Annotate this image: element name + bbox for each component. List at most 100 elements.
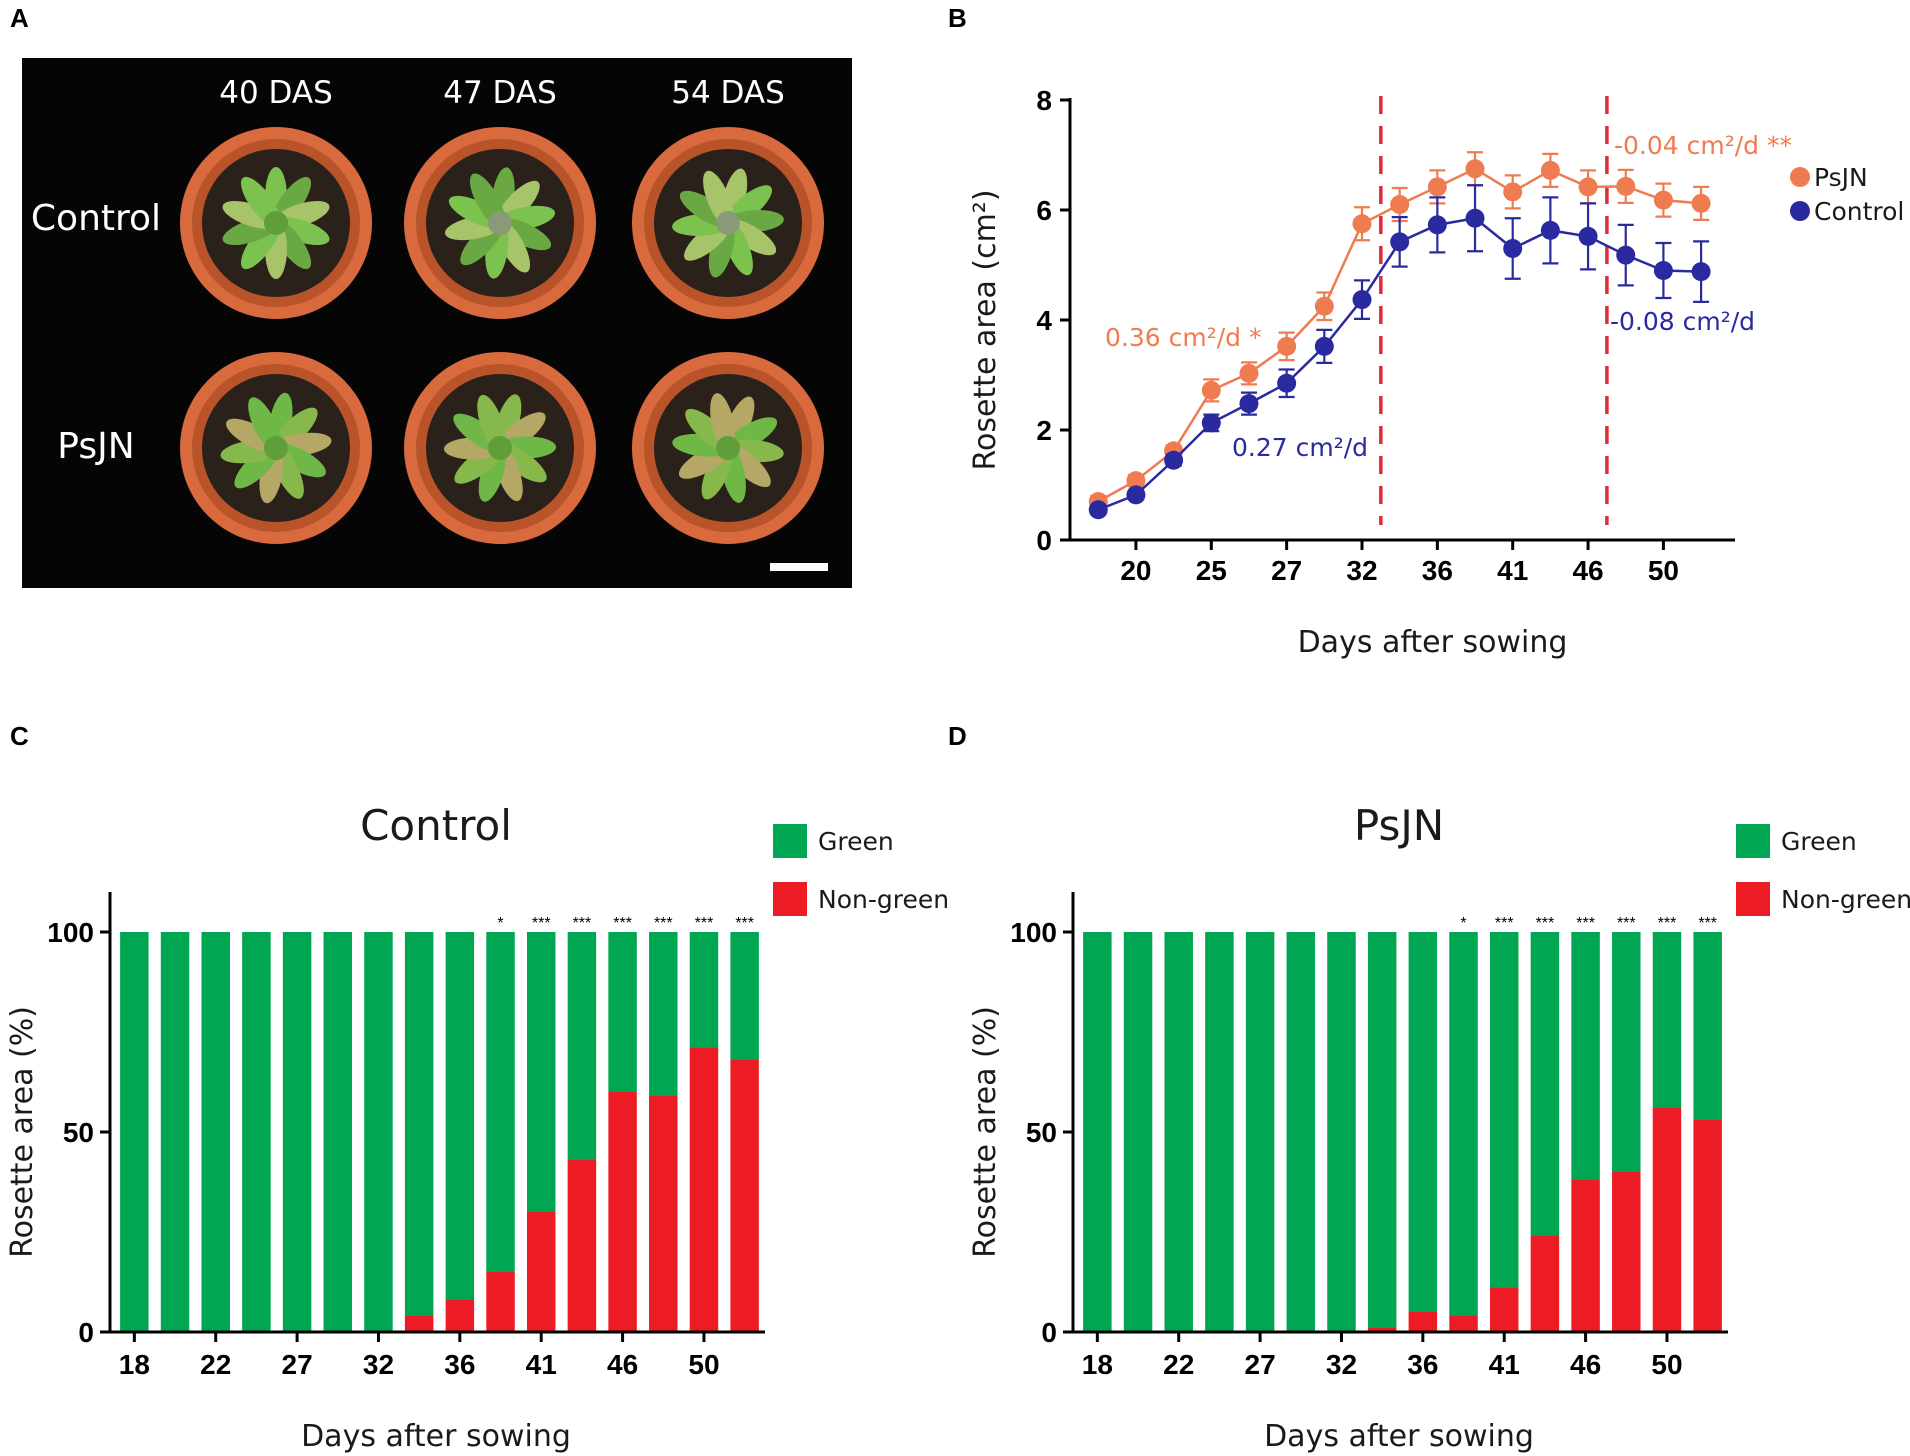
scale-bar-icon xyxy=(770,563,828,571)
bar-green-segment xyxy=(120,932,149,1332)
bar-nongreen-segment xyxy=(445,1300,475,1332)
data-point-psjn xyxy=(1691,193,1711,213)
rosette-center xyxy=(488,211,512,235)
bar-nongreen-segment xyxy=(608,1092,637,1332)
x-axis-title: Days after sowing xyxy=(1298,625,1568,660)
panel-a-photo: 40 DAS 47 DAS 54 DAS Control PsJN xyxy=(22,58,852,588)
legend-label-control: Control xyxy=(1814,197,1904,226)
x-axis-title: Days after sowing xyxy=(301,1419,571,1454)
legend-label: Non-green xyxy=(818,885,949,914)
y-tick-label: 100 xyxy=(47,917,94,948)
bar-nongreen-segment xyxy=(730,1060,759,1332)
bar-green-segment xyxy=(1123,932,1153,1332)
panel-letter-c: C xyxy=(10,721,29,751)
bar-nongreen-segment xyxy=(567,1160,597,1332)
plant-pot-image xyxy=(404,127,596,319)
bar-green-segment xyxy=(730,932,759,1060)
data-point-psjn xyxy=(1390,195,1410,214)
data-point-control xyxy=(1201,413,1221,433)
x-tick-label: 22 xyxy=(1163,1349,1194,1380)
bar-green-segment xyxy=(1367,932,1397,1328)
bar-green-segment xyxy=(486,932,515,1272)
x-tick-label: 25 xyxy=(1196,555,1227,586)
bar-nongreen-segment xyxy=(1530,1236,1560,1332)
plant-pot-image xyxy=(632,352,824,544)
data-point-psjn xyxy=(1503,182,1523,202)
x-tick-label: 32 xyxy=(363,1349,394,1380)
significance-marker: *** xyxy=(1495,915,1514,932)
data-point-control xyxy=(1427,215,1447,235)
bar-green-segment xyxy=(1489,932,1519,1288)
bar-nongreen-segment xyxy=(1449,1316,1478,1332)
data-point-psjn xyxy=(1653,190,1673,210)
data-point-control xyxy=(1239,394,1259,414)
y-tick-label: 50 xyxy=(1026,1117,1057,1148)
x-tick-label: 50 xyxy=(688,1349,719,1380)
y-tick-label: 50 xyxy=(63,1117,94,1148)
significance-marker: *** xyxy=(695,915,714,932)
x-tick-label: 27 xyxy=(1245,1349,1276,1380)
data-point-psjn xyxy=(1314,296,1334,316)
bar-nongreen-segment xyxy=(689,1048,719,1332)
bar-green-segment xyxy=(1327,932,1356,1332)
bar-green-segment xyxy=(282,932,312,1332)
significance-marker: *** xyxy=(613,915,632,932)
photo-row-label-control: Control xyxy=(31,198,161,239)
bar-green-segment xyxy=(1286,932,1316,1332)
bar-green-segment xyxy=(526,932,556,1212)
bar-green-segment xyxy=(160,932,190,1332)
significance-marker: *** xyxy=(1536,915,1555,932)
data-point-psjn xyxy=(1239,363,1259,383)
bar-nongreen-segment xyxy=(649,1096,678,1332)
data-point-control xyxy=(1088,500,1108,520)
significance-marker: *** xyxy=(1576,915,1595,932)
y-axis-title: Rosette area (%) xyxy=(968,1006,1003,1258)
bar-green-segment xyxy=(649,932,678,1096)
data-point-control xyxy=(1653,261,1673,280)
data-point-psjn xyxy=(1427,177,1447,197)
data-point-control xyxy=(1126,485,1146,505)
data-point-control xyxy=(1465,208,1485,228)
x-tick-label: 27 xyxy=(1271,555,1302,586)
significance-marker: *** xyxy=(735,915,754,932)
bar-green-segment xyxy=(1083,932,1112,1332)
data-point-psjn xyxy=(1540,160,1560,180)
y-tick-label: 2 xyxy=(1036,415,1052,446)
bar-green-segment xyxy=(1571,932,1600,1180)
plant-pot-image xyxy=(180,127,372,319)
bar-green-segment xyxy=(242,932,271,1332)
legend-marker-psjn xyxy=(1790,167,1810,187)
bar-nongreen-segment xyxy=(404,1316,434,1332)
bar-green-segment xyxy=(1205,932,1234,1332)
panel-letter-b: B xyxy=(948,3,967,33)
legend-swatch xyxy=(773,882,807,916)
legend-label-psjn: PsJN xyxy=(1814,163,1868,192)
significance-marker: *** xyxy=(1658,915,1677,932)
plant-pot-image xyxy=(632,127,824,319)
bar-green-segment xyxy=(404,932,434,1316)
bar-nongreen-segment xyxy=(486,1272,515,1332)
photo-column-label-40das: 40 DAS xyxy=(219,75,333,111)
x-tick-label: 27 xyxy=(282,1349,313,1380)
x-tick-label: 46 xyxy=(607,1349,638,1380)
rosette-center xyxy=(716,436,740,460)
panel-letter-a: A xyxy=(10,3,29,33)
bar-green-segment xyxy=(1408,932,1438,1312)
legend-label: Green xyxy=(1781,827,1857,856)
significance-marker: *** xyxy=(1617,915,1636,932)
data-point-psjn xyxy=(1201,380,1221,400)
bar-green-segment xyxy=(323,932,353,1332)
data-point-psjn xyxy=(1578,177,1598,197)
bar-green-segment xyxy=(567,932,597,1160)
x-tick-label: 50 xyxy=(1648,555,1679,586)
significance-marker: * xyxy=(497,915,503,932)
plant-pot-image xyxy=(404,352,596,544)
significance-marker: *** xyxy=(573,915,592,932)
data-point-psjn xyxy=(1616,176,1636,196)
photo-column-label-54das: 54 DAS xyxy=(671,75,785,111)
y-tick-label: 100 xyxy=(1010,917,1057,948)
